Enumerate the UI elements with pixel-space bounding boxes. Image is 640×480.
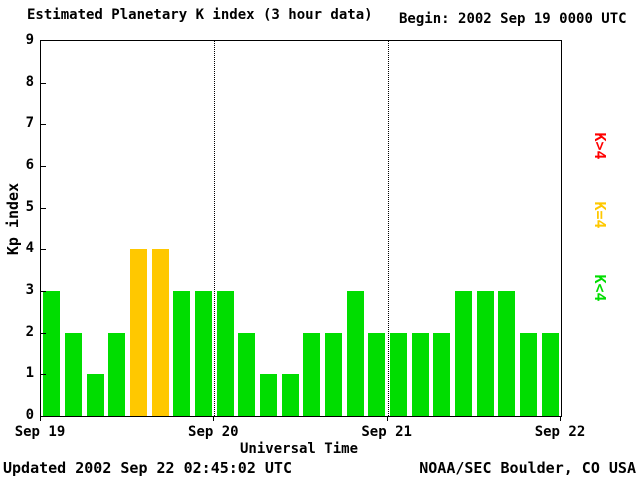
kp-bar	[260, 374, 277, 416]
begin-timestamp: Begin: 2002 Sep 19 0000 UTC	[399, 11, 627, 27]
y-tick-label: 1	[25, 365, 34, 382]
kp-bar	[65, 332, 82, 416]
kp-bar	[346, 291, 364, 416]
x-tick-mark	[560, 417, 561, 421]
kp-bar	[195, 291, 212, 416]
y-tick-label: 6	[25, 157, 34, 173]
legend-item: K=4	[591, 201, 609, 229]
kp-bar	[281, 374, 299, 416]
kp-bar	[455, 291, 472, 416]
y-tick-mark	[41, 82, 46, 84]
kp-bar	[476, 291, 494, 416]
y-tick-mark	[41, 249, 46, 251]
credit-text: NOAA/SEC Boulder, CO USA	[419, 459, 636, 477]
y-tick-label: 2	[25, 323, 34, 340]
x-tick-label: Sep 20	[188, 424, 239, 440]
x-axis-title: Universal Time	[240, 441, 359, 457]
kp-bar	[368, 332, 386, 416]
y-tick-label: 5	[25, 198, 34, 215]
kp-bar	[411, 332, 429, 416]
kp-bar	[325, 332, 342, 416]
y-tick-label: 3	[25, 282, 34, 298]
kp-bar	[498, 291, 516, 416]
y-tick-mark	[41, 124, 46, 126]
y-tick-label: 8	[25, 73, 34, 90]
kp-bar	[433, 332, 451, 416]
kp-bar	[151, 249, 169, 416]
kp-bar	[390, 332, 407, 416]
begin-value: 2002 Sep 19 0000 UTC	[458, 11, 627, 27]
chart-title: Estimated Planetary K index (3 hour data…	[27, 7, 373, 23]
legend-item: K<4	[591, 274, 609, 302]
kp-bar	[43, 291, 61, 416]
y-tick-label: 9	[25, 32, 34, 48]
x-tick-mark	[386, 417, 388, 421]
kp-bar	[238, 332, 256, 416]
x-tick-mark	[40, 417, 41, 421]
y-tick-mark	[41, 291, 46, 292]
kp-bar	[108, 332, 126, 416]
day-boundary-line	[387, 41, 389, 416]
x-tick-label: Sep 22	[534, 424, 586, 440]
y-tick-label: 4	[25, 240, 34, 257]
legend-item: K>4	[591, 132, 609, 160]
y-tick-label: 0	[25, 407, 34, 423]
y-tick-mark	[41, 332, 46, 334]
y-tick-mark	[41, 374, 46, 376]
kp-bar	[86, 374, 104, 416]
begin-label: Begin:	[399, 11, 450, 27]
y-axis-title: Kp index	[4, 182, 22, 256]
x-tick-label: Sep 19	[14, 424, 66, 440]
x-tick-mark	[213, 417, 215, 421]
day-boundary-line	[214, 41, 216, 416]
plot-area	[40, 40, 562, 417]
y-tick-mark	[41, 207, 46, 209]
kp-bar	[303, 332, 321, 416]
kp-bar	[130, 249, 147, 416]
kp-bar	[216, 291, 234, 416]
kp-bar	[520, 332, 537, 416]
kp-bar	[173, 291, 191, 416]
y-tick-mark	[41, 166, 46, 167]
y-tick-label: 7	[25, 115, 34, 132]
x-tick-label: Sep 21	[361, 424, 412, 440]
updated-timestamp: Updated 2002 Sep 22 02:45:02 UTC	[3, 459, 292, 477]
kp-bar	[541, 332, 559, 416]
